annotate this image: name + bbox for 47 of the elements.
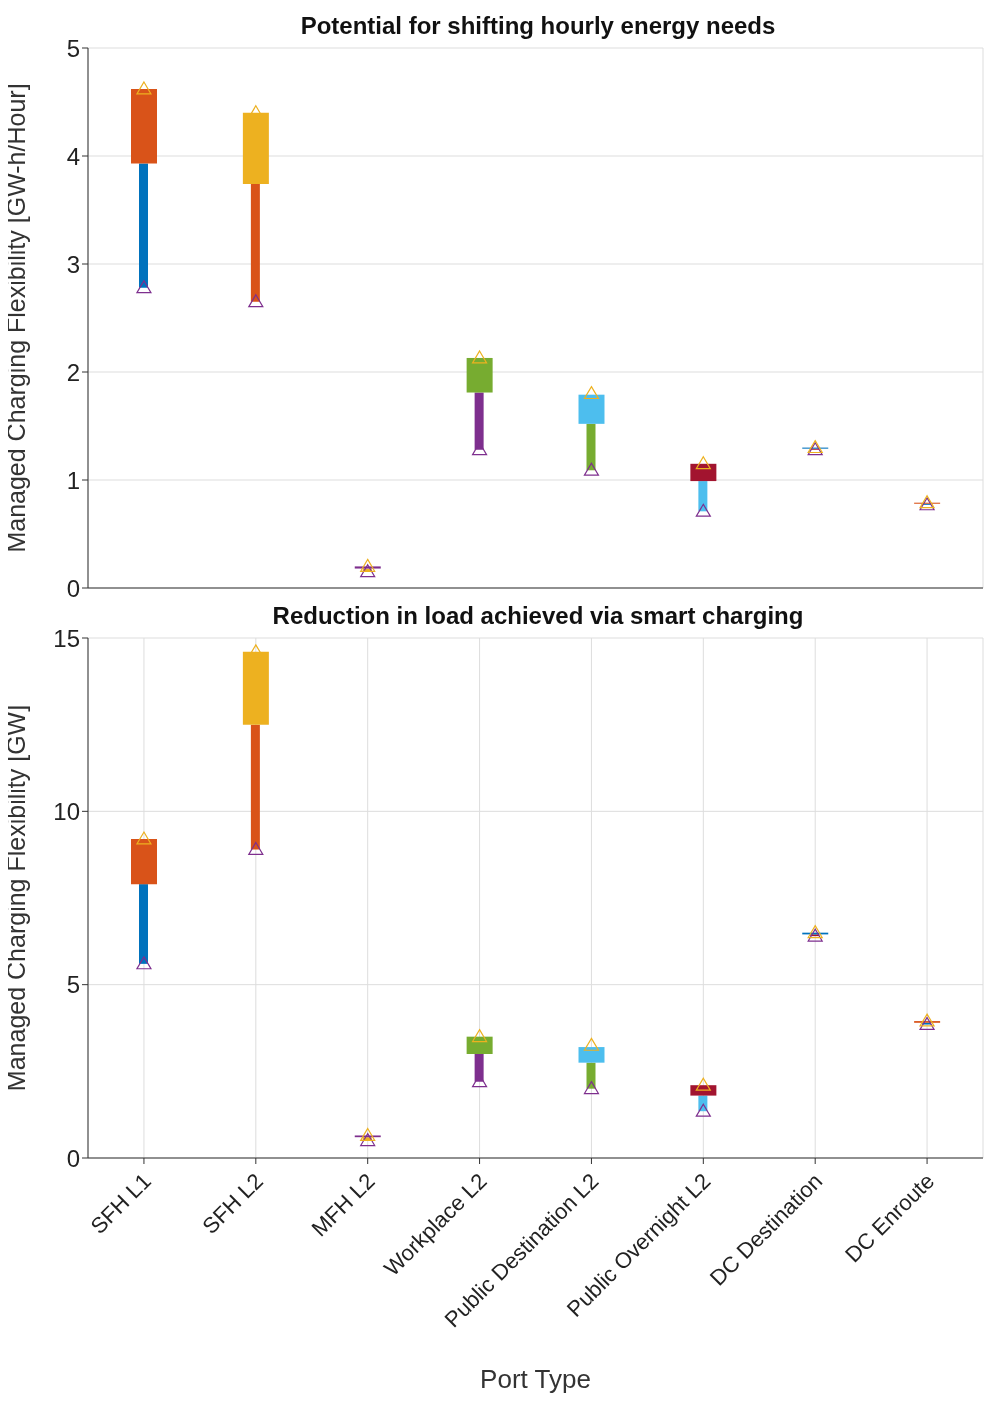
bar xyxy=(586,423,596,471)
bar xyxy=(139,163,148,288)
point xyxy=(360,1133,376,1147)
point xyxy=(695,456,711,470)
bar xyxy=(466,1036,493,1054)
bar xyxy=(139,884,148,964)
y-tick-label: 0 xyxy=(66,1144,80,1172)
y-tick-label: 0 xyxy=(66,574,80,602)
point xyxy=(583,1081,600,1095)
point xyxy=(919,1013,935,1027)
point xyxy=(360,1127,376,1141)
x-axis-title: Port Type xyxy=(480,1364,591,1394)
y-tick-label: 5 xyxy=(66,34,80,62)
point xyxy=(471,350,488,364)
y-tick-label: 10 xyxy=(53,797,80,825)
bar xyxy=(578,1047,605,1063)
point xyxy=(136,280,152,294)
point xyxy=(583,462,600,476)
point xyxy=(583,386,600,400)
bar xyxy=(131,89,157,164)
bar xyxy=(586,1062,596,1089)
point xyxy=(136,956,152,970)
point xyxy=(248,841,264,855)
chart-title: Reduction in load achieved via smart charging xyxy=(271,602,805,630)
bar xyxy=(466,357,493,393)
point xyxy=(248,294,264,308)
point xyxy=(471,1029,488,1043)
y-tick-label: 5 xyxy=(66,971,80,999)
point xyxy=(360,558,376,572)
bar xyxy=(698,481,708,512)
bar xyxy=(131,839,157,885)
bar xyxy=(690,463,717,482)
y-tick-label: 1 xyxy=(66,466,80,494)
point xyxy=(919,1016,935,1031)
y-tick-label: 4 xyxy=(66,142,80,170)
point xyxy=(360,564,376,578)
point xyxy=(695,503,711,517)
y-tick-label: 2 xyxy=(66,358,80,386)
point xyxy=(136,81,152,95)
bar xyxy=(578,394,605,424)
point xyxy=(695,1077,711,1091)
point xyxy=(136,831,152,845)
y-tick-label: 15 xyxy=(53,624,80,652)
point xyxy=(695,1103,711,1117)
chart-title: Potential for shifting hourly energy needs xyxy=(299,12,777,40)
y-tick-label: 3 xyxy=(66,250,80,278)
point xyxy=(583,1037,600,1051)
